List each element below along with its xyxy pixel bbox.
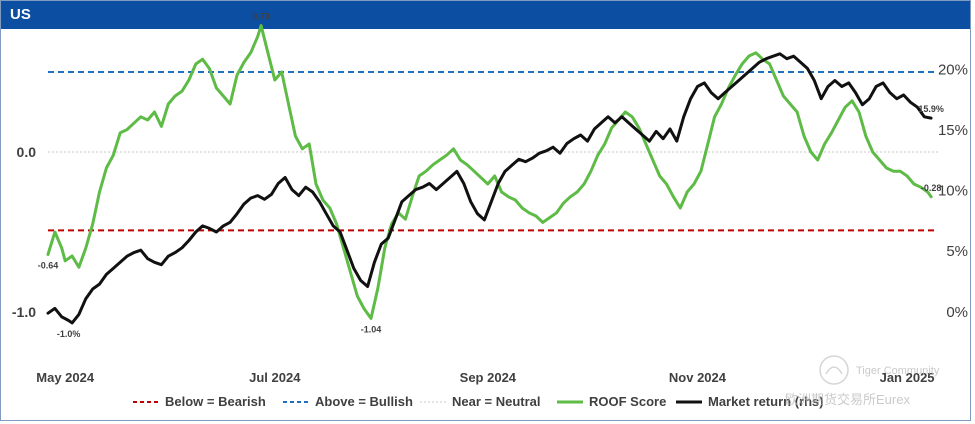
data-label: 15.9% xyxy=(918,104,944,114)
right-tick-label: 0% xyxy=(946,304,968,321)
right-tick-label: 5% xyxy=(946,243,968,260)
right-axis-ticks: 0% 5% 10% 15% 20% xyxy=(938,61,968,320)
x-tick-label: Sep 2024 xyxy=(460,370,517,385)
data-label: 0.79 xyxy=(252,12,270,22)
right-tick-label: 10% xyxy=(938,183,968,200)
watermark: Tiger Community 欧洲期货交易所Eurex xyxy=(785,355,940,407)
legend-label-1: Above = Bullish xyxy=(315,394,413,409)
left-tick-label: -1.0 xyxy=(12,304,36,320)
x-tick-label: May 2024 xyxy=(36,370,95,385)
legend-label-0: Below = Bearish xyxy=(165,394,266,409)
reference-lines xyxy=(48,71,938,232)
tiger-logo-icon xyxy=(819,355,849,385)
watermark-text: Tiger Community xyxy=(856,365,940,377)
legend-label-2: Near = Neutral xyxy=(452,394,541,409)
left-tick-label: 0.0 xyxy=(17,144,37,160)
legend: Below = Bearish Above = Bullish Near = Neu… xyxy=(133,394,824,409)
left-axis-ticks: 0.0 -1.0 xyxy=(12,144,36,320)
chart-title: US xyxy=(10,6,31,23)
data-label: -0.28 xyxy=(921,183,942,193)
legend-label-4: Market return (rhs) xyxy=(708,394,824,409)
right-tick-label: 15% xyxy=(938,122,968,139)
data-labels: -0.64 0.79 -1.04 -0.28 -1.0% 15.9% xyxy=(38,12,944,339)
right-tick-label: 20% xyxy=(938,61,968,78)
data-label: -1.0% xyxy=(57,329,81,339)
x-tick-label: Jan 2025 xyxy=(880,370,935,385)
series-line-0 xyxy=(46,24,933,320)
x-tick-label: Nov 2024 xyxy=(669,370,727,385)
x-tick-label: Jul 2024 xyxy=(249,370,301,385)
legend-label-3: ROOF Score xyxy=(589,394,666,409)
data-label: -0.64 xyxy=(38,260,59,270)
x-axis-ticks: May 2024 Jul 2024 Sep 2024 Nov 2024 Jan 2025 xyxy=(36,370,934,385)
tiger-logo-mark xyxy=(825,366,843,375)
watermark-subtext: 欧洲期货交易所Eurex xyxy=(785,392,910,407)
series-line-1 xyxy=(46,52,933,325)
series-lines xyxy=(46,24,933,325)
title-bar: US xyxy=(1,1,970,29)
data-label: -1.04 xyxy=(361,324,382,334)
